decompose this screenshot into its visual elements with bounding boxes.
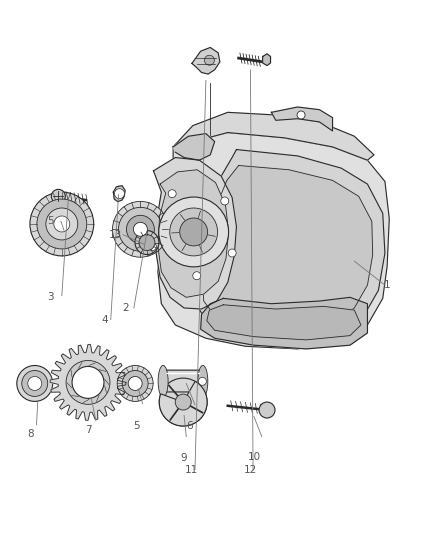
Circle shape [114,189,124,199]
Circle shape [205,55,214,65]
Text: 10: 10 [248,452,261,462]
Polygon shape [113,185,125,201]
Text: 5: 5 [134,421,140,431]
Polygon shape [173,112,374,160]
Text: 1: 1 [384,280,390,290]
Circle shape [54,216,70,232]
Text: 9: 9 [180,453,187,463]
Polygon shape [207,305,361,340]
Circle shape [135,231,159,255]
Polygon shape [158,169,229,297]
Polygon shape [202,165,373,330]
Circle shape [159,378,207,426]
Circle shape [28,376,42,391]
Circle shape [139,235,155,251]
Circle shape [72,366,104,398]
Circle shape [46,208,78,240]
Text: 2: 2 [122,303,128,313]
Circle shape [113,201,168,257]
Ellipse shape [198,365,208,397]
Circle shape [168,190,176,198]
Circle shape [30,192,94,256]
Circle shape [117,366,153,401]
Circle shape [127,215,154,243]
Text: 12: 12 [244,465,257,474]
Circle shape [134,222,148,236]
Polygon shape [201,297,367,349]
Polygon shape [272,107,332,131]
Circle shape [297,111,305,119]
Text: 11: 11 [185,465,198,474]
Circle shape [17,366,53,401]
Circle shape [37,199,87,249]
Polygon shape [195,150,385,340]
Circle shape [51,189,65,203]
Circle shape [180,218,208,246]
Circle shape [159,197,229,267]
Text: 3: 3 [48,292,54,302]
Text: 7: 7 [85,425,92,435]
Text: 5: 5 [48,216,54,227]
Circle shape [148,243,156,251]
Circle shape [128,376,142,391]
Wedge shape [159,381,207,426]
Polygon shape [263,54,271,66]
Polygon shape [173,134,215,160]
Polygon shape [162,370,204,392]
Text: 4: 4 [101,314,108,325]
Circle shape [66,360,110,405]
Ellipse shape [158,365,168,397]
Circle shape [198,377,206,385]
Circle shape [119,207,162,251]
Text: 13: 13 [109,230,122,240]
Circle shape [22,370,48,397]
Circle shape [259,402,275,418]
Circle shape [228,249,236,257]
Polygon shape [50,344,126,421]
Text: 6: 6 [186,421,193,431]
Text: 8: 8 [27,429,34,439]
Polygon shape [158,133,389,349]
Polygon shape [192,47,220,74]
Circle shape [193,272,201,280]
Circle shape [175,394,191,410]
Circle shape [170,208,218,256]
Polygon shape [153,158,237,309]
Circle shape [221,197,229,205]
Circle shape [122,370,148,397]
